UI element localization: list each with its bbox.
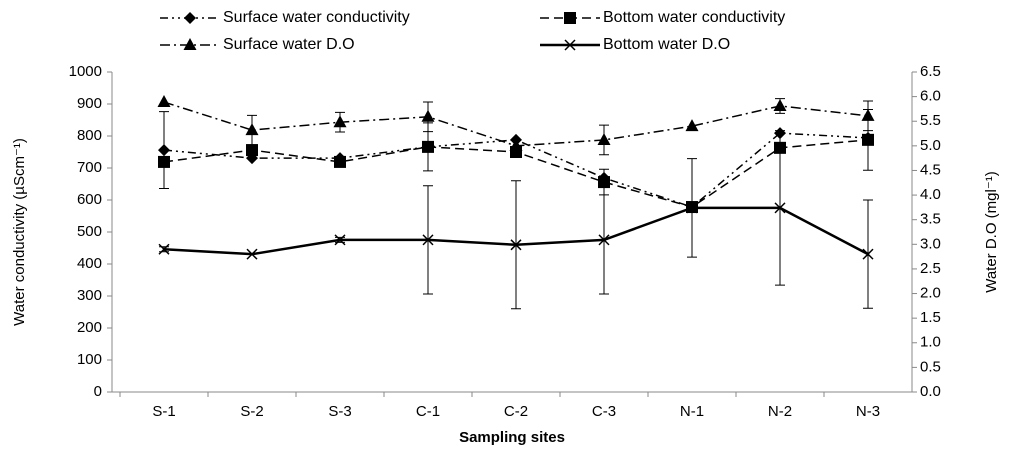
y-tick-label: 200 [77,319,102,336]
point [158,243,170,255]
point [686,202,698,214]
x-tick-label: S-3 [328,403,351,420]
point [334,155,346,168]
y-tick-label: 1000 [69,63,102,80]
point [158,155,170,168]
point [184,12,196,24]
y2-tick-label: 1.0 [920,334,941,351]
point [509,138,523,151]
x-tick-label: S-2 [240,403,263,420]
legend-label: Bottom water conductivity [603,9,785,26]
point [245,123,259,136]
x-tick-label: N-3 [856,403,880,420]
x-tick-label: N-1 [680,403,704,420]
point [422,140,434,153]
y-tick-label: 400 [77,255,102,272]
y2-tick-label: 3.0 [920,235,941,252]
point [862,248,874,260]
point [246,144,258,157]
point [157,95,171,108]
point [685,119,699,132]
legend-label: Surface water D.O [223,36,355,53]
y2-tick-label: 1.5 [920,309,941,326]
y2-tick-label: 2.5 [920,260,941,277]
point [421,109,435,122]
point [862,133,874,146]
y2-tick-label: 5.5 [920,112,941,129]
y2-tick-label: 0.0 [920,383,941,400]
y-tick-label: 700 [77,159,102,176]
y2-tick-label: 6.0 [920,88,941,105]
y-tick-label: 500 [77,223,102,240]
point [564,39,576,51]
y2-tick-label: 3.5 [920,211,941,228]
y-tick-label: 0 [94,383,102,400]
y-tick-label: 800 [77,127,102,144]
point [861,108,875,121]
x-tick-label: C-2 [504,403,528,420]
legend: Surface water conductivity Bottom water c… [160,9,785,53]
y-tick-label: 300 [77,287,102,304]
point [564,12,576,24]
y2-tick-label: 2.0 [920,285,941,302]
point [333,115,347,128]
y2-axis-title: Water D.O (mgl⁻¹) [983,171,1000,293]
point [598,176,610,189]
point [598,234,610,246]
y-tick-label: 100 [77,351,102,368]
x-tick-label: C-3 [592,403,616,420]
x-tick-label: S-1 [152,403,175,420]
x-tick-label: N-2 [768,403,792,420]
point [773,98,787,111]
legend-label: Bottom water D.O [603,36,730,53]
point [158,144,170,157]
y2-tick-label: 5.0 [920,137,941,154]
y-axis-title: Water conductivity (µScm⁻¹) [11,138,28,326]
point [510,239,522,251]
legend-label: Surface water conductivity [223,9,410,26]
series-line [163,132,869,208]
x-axis-title: Sampling sites [459,429,565,446]
y2-tick-label: 0.5 [920,358,941,375]
y-tick-label: 900 [77,95,102,112]
point [334,234,346,246]
point [422,234,434,246]
point [774,202,786,214]
y2-tick-label: 6.5 [920,63,941,80]
x-tick-label: C-1 [416,403,440,420]
point [597,132,611,145]
y-tick-label: 600 [77,191,102,208]
y2-tick-label: 4.5 [920,161,941,178]
y2-tick-label: 4.0 [920,186,941,203]
point [246,248,258,260]
point [183,38,197,50]
